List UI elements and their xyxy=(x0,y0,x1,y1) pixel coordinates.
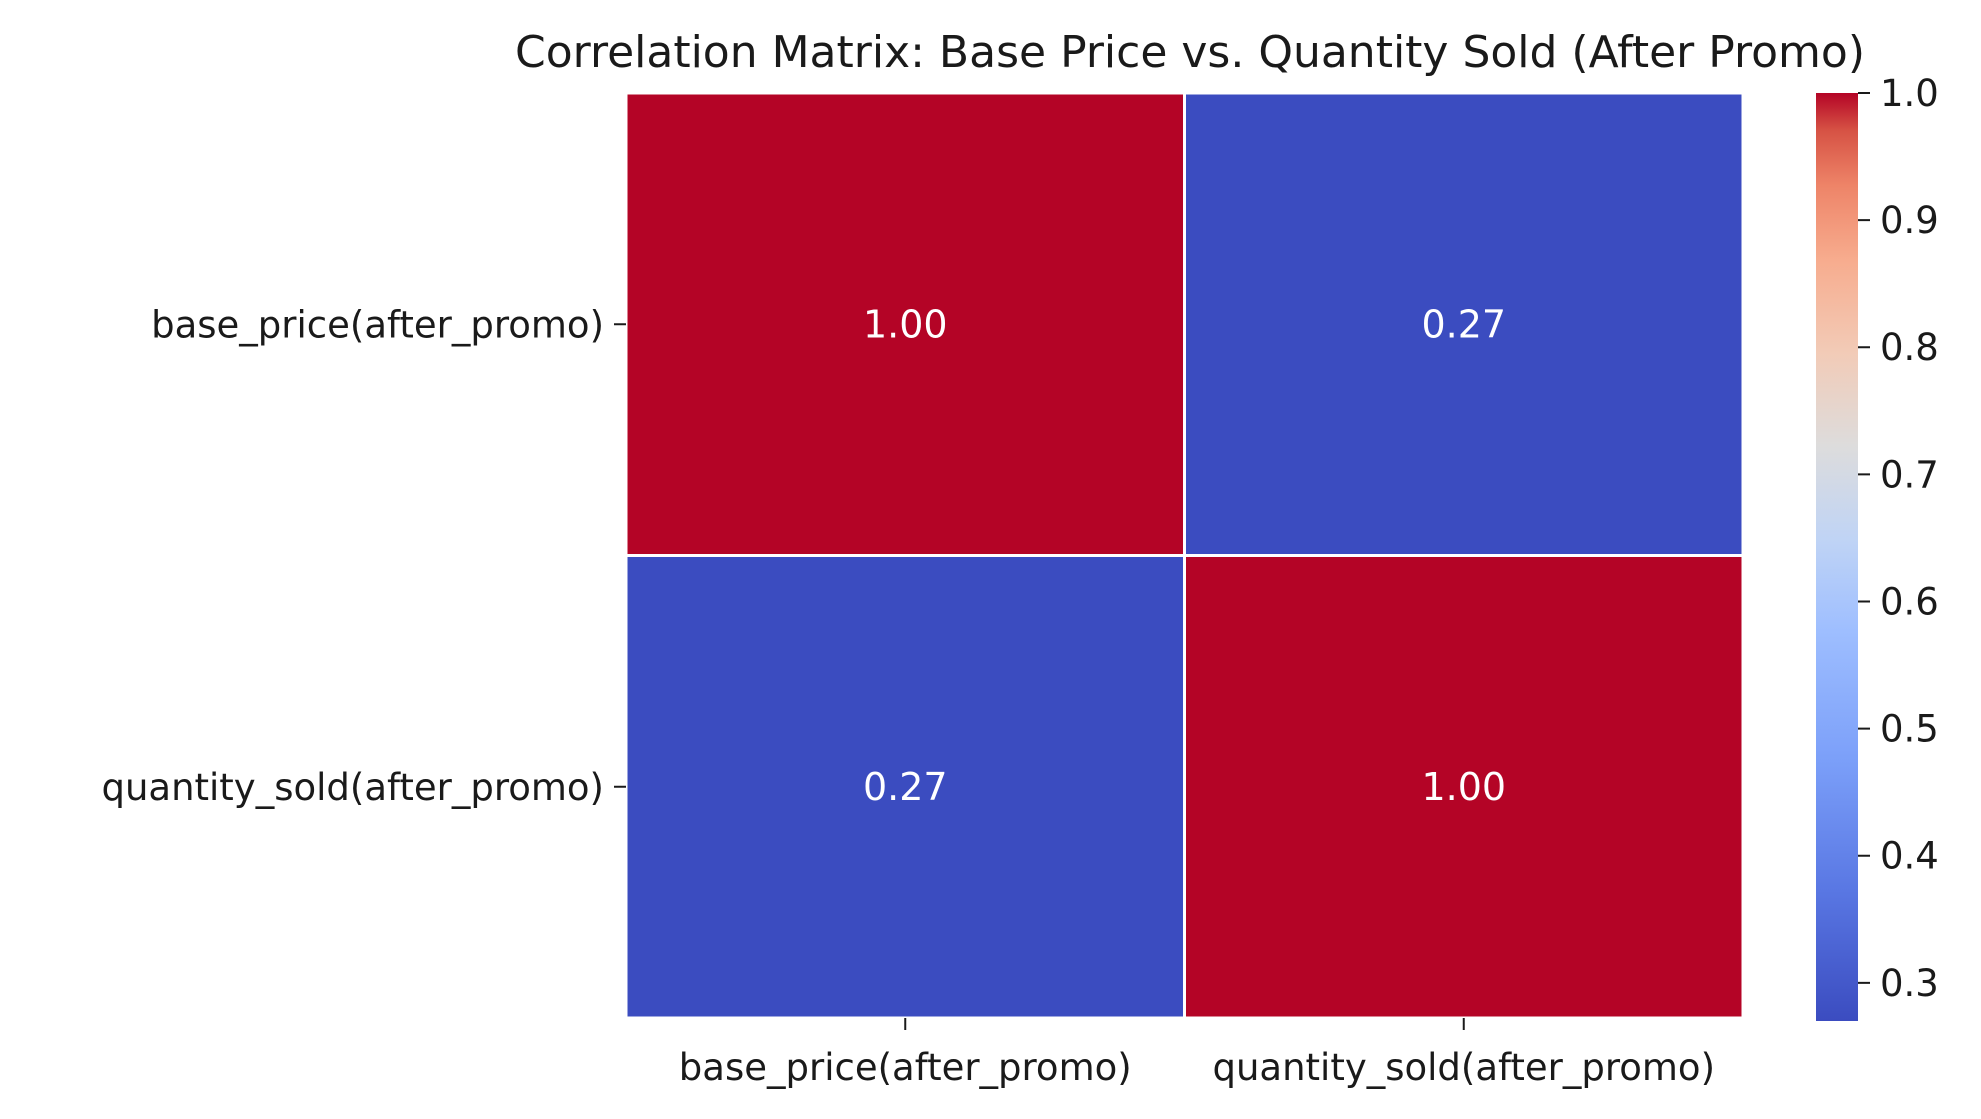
cell-annotation: 1.00 xyxy=(863,302,948,346)
colorbar: 0.3 0.4 0.5 0.6 0.7 0.8 0.9 1.0 xyxy=(1816,72,1939,1021)
colorbar-tick-label: 0.4 xyxy=(1880,835,1939,878)
colorbar-ticks: 0.3 0.4 0.5 0.6 0.7 0.8 0.9 1.0 xyxy=(1858,72,1939,1005)
colorbar-tick-label: 0.3 xyxy=(1880,962,1939,1005)
heatmap-cell xyxy=(624,554,1186,1020)
y-tick-label: base_price(after_promo) xyxy=(151,303,604,346)
colorbar-tick-label: 1.0 xyxy=(1880,72,1939,115)
x-tick-label: quantity_sold(after_promo) xyxy=(1212,1046,1715,1089)
colorbar-tick-label: 0.7 xyxy=(1880,453,1939,496)
x-axis: base_price(after_promo) quantity_sold(aft… xyxy=(679,1018,1715,1089)
heatmap-cell xyxy=(624,91,1186,557)
heatmap-cell xyxy=(1183,91,1745,557)
chart-title: Correlation Matrix: Base Price vs. Quant… xyxy=(515,27,1865,78)
y-tick-label: quantity_sold(after_promo) xyxy=(101,766,604,809)
cell-annotation: 1.00 xyxy=(1421,765,1506,809)
colorbar-tick-label: 0.8 xyxy=(1880,326,1939,369)
cell-annotation: 0.27 xyxy=(863,765,948,809)
cell-annotation: 0.27 xyxy=(1421,302,1506,346)
colorbar-tick-label: 0.5 xyxy=(1880,708,1939,751)
heatmap-cell xyxy=(1183,554,1745,1020)
colorbar-tick-label: 0.6 xyxy=(1880,580,1939,623)
heatmap-cells: 1.00 0.27 0.27 1.00 xyxy=(624,91,1745,1020)
colorbar-tick-label: 0.9 xyxy=(1880,199,1939,242)
y-axis: base_price(after_promo) quantity_sold(aft… xyxy=(101,303,626,809)
colorbar-gradient xyxy=(1816,93,1858,1021)
x-tick-label: base_price(after_promo) xyxy=(679,1046,1132,1089)
